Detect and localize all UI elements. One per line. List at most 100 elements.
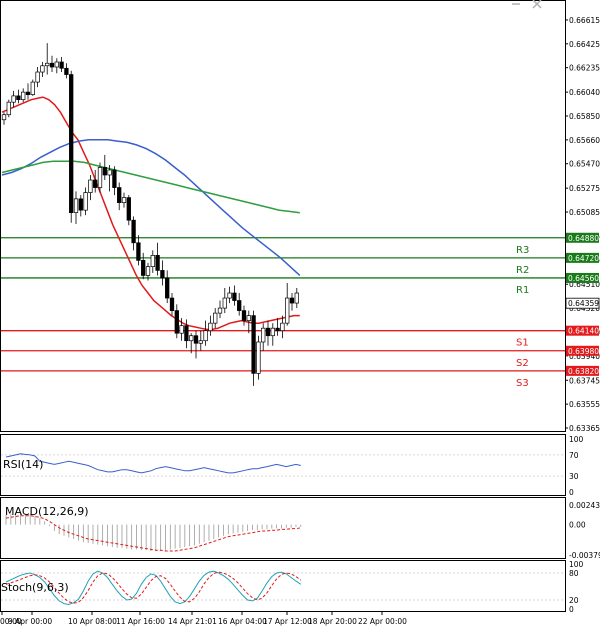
bull-candle-body — [83, 192, 88, 211]
macd-tick-label: 0.00 — [569, 521, 586, 530]
candle — [280, 315, 285, 339]
candle — [261, 323, 266, 351]
bear-candle-body — [141, 260, 146, 276]
stoch-d-line — [5, 571, 302, 604]
bear-candle-body — [251, 315, 256, 374]
candle — [203, 320, 208, 346]
time-tick-label: 10 Apr 08:00 — [68, 617, 117, 626]
candle — [112, 166, 117, 196]
candle — [241, 305, 247, 326]
candle — [189, 333, 194, 354]
price-panel: R3 R2 R1 S1 S2 S3 0.66615 0.66425 0.66235 0.6604… — [0, 0, 600, 433]
bear-candle-body — [126, 197, 131, 221]
bear-candle-body — [289, 297, 295, 304]
candle — [45, 43, 50, 75]
price-tick-label: 0.65085 — [569, 208, 600, 217]
bull-candle-body — [6, 101, 11, 116]
candle — [64, 63, 69, 79]
time-tick-label: 00:00 — [0, 617, 22, 626]
current-price-tag — [565, 297, 600, 309]
bull-candle-body — [150, 255, 155, 268]
bear-candle-body — [155, 255, 160, 271]
level-name-s2: S2 — [516, 358, 529, 369]
bear-candle-body — [241, 310, 247, 321]
candle — [73, 191, 79, 224]
price-tick-label: 0.65850 — [569, 112, 600, 121]
close-icon[interactable] — [532, 0, 542, 9]
price-tick-label: 0.65660 — [569, 136, 600, 145]
candle — [275, 318, 280, 336]
candle — [83, 187, 88, 216]
bull-candle-body — [246, 315, 251, 321]
candle — [232, 285, 237, 306]
bull-candle-body — [35, 71, 40, 83]
current-price-label: 0.64359 — [568, 299, 599, 308]
bear-candle-body — [112, 169, 117, 188]
rsi-label: RSI(14) — [3, 458, 43, 471]
bull-candle-body — [189, 335, 194, 342]
bull-candle-body — [145, 266, 151, 276]
candle — [256, 335, 261, 380]
bull-candle-body — [270, 327, 275, 337]
rsi-tick-label: 100 — [569, 435, 584, 444]
candle — [78, 195, 83, 217]
candle — [227, 286, 232, 304]
price-tick-label: 0.63745 — [569, 376, 600, 385]
candle — [30, 79, 35, 96]
level-name-s1: S1 — [516, 338, 529, 349]
candle — [251, 310, 256, 386]
bear-candle-body — [102, 167, 107, 176]
bull-candle-body — [222, 297, 227, 309]
macd-label: MACD(12,26,9) — [5, 505, 89, 518]
stoch-tick-label: 20 — [569, 596, 579, 605]
time-tick-label: 16 Apr 04:00 — [218, 617, 267, 626]
candle — [237, 293, 242, 316]
macd-tick-label: 0.002439 — [569, 501, 600, 510]
bull-candle-body — [45, 62, 50, 67]
candle — [246, 310, 251, 334]
bull-candle-body — [217, 307, 223, 314]
bull-candle-body — [107, 169, 112, 176]
level-price-label: 0.64560 — [568, 274, 599, 283]
bear-candle-body — [16, 95, 21, 101]
bear-candle-body — [25, 91, 31, 95]
candle — [11, 90, 16, 108]
level-price-tag — [566, 365, 599, 376]
macd-signal-line — [5, 515, 301, 552]
level-price-tag — [566, 345, 599, 356]
time-tick-label: 17 Apr 12:00 — [263, 617, 312, 626]
candle — [35, 67, 40, 88]
candle — [25, 83, 31, 100]
price-tick-label: 0.64510 — [569, 280, 600, 289]
candle — [184, 319, 189, 349]
bull-candle-body — [40, 65, 45, 73]
price-tick-label: 0.63555 — [569, 400, 600, 409]
candle — [213, 308, 218, 329]
candle — [270, 323, 275, 346]
candle — [107, 164, 112, 192]
candle — [217, 300, 223, 319]
candle — [208, 315, 213, 336]
bear-candle-body — [160, 270, 165, 279]
candle — [1, 112, 7, 125]
rsi-tick-label: 30 — [569, 472, 579, 481]
price-tick-label: 0.66040 — [569, 88, 600, 97]
bear-candle-body — [174, 310, 179, 334]
candle — [179, 318, 184, 341]
level-price-tag — [566, 252, 599, 263]
bull-candle-body — [30, 81, 35, 95]
bull-candle-body — [280, 322, 285, 332]
candle — [136, 235, 141, 266]
stoch-k-line — [5, 570, 302, 606]
bear-candle-body — [93, 179, 98, 188]
bear-candle-body — [69, 74, 74, 214]
candle — [174, 304, 179, 339]
candle — [97, 162, 103, 193]
bear-candle-body — [184, 325, 189, 342]
time-tick-label: 9 Apr 00:00 — [8, 617, 52, 626]
candle — [169, 293, 175, 316]
moving-average-line — [1, 139, 301, 276]
candle — [49, 55, 55, 73]
level-price-tag — [566, 325, 599, 336]
